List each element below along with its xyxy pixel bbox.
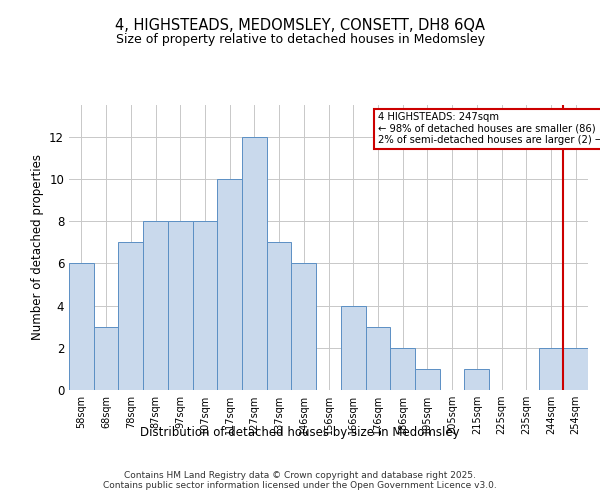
Text: Contains HM Land Registry data © Crown copyright and database right 2025.: Contains HM Land Registry data © Crown c… — [124, 472, 476, 480]
Bar — [217, 179, 242, 390]
Bar — [193, 221, 217, 390]
Bar — [341, 306, 365, 390]
Bar — [563, 348, 588, 390]
Bar — [242, 136, 267, 390]
Bar — [168, 221, 193, 390]
Text: 4 HIGHSTEADS: 247sqm
← 98% of detached houses are smaller (86)
2% of semi-detach: 4 HIGHSTEADS: 247sqm ← 98% of detached h… — [378, 112, 600, 146]
Bar — [118, 242, 143, 390]
Bar — [94, 326, 118, 390]
Bar — [539, 348, 563, 390]
Bar — [69, 264, 94, 390]
Bar — [292, 264, 316, 390]
Text: Contains public sector information licensed under the Open Government Licence v3: Contains public sector information licen… — [103, 482, 497, 490]
Text: 4, HIGHSTEADS, MEDOMSLEY, CONSETT, DH8 6QA: 4, HIGHSTEADS, MEDOMSLEY, CONSETT, DH8 6… — [115, 18, 485, 32]
Y-axis label: Number of detached properties: Number of detached properties — [31, 154, 44, 340]
Text: Distribution of detached houses by size in Medomsley: Distribution of detached houses by size … — [140, 426, 460, 439]
Bar — [267, 242, 292, 390]
Bar — [415, 369, 440, 390]
Text: Size of property relative to detached houses in Medomsley: Size of property relative to detached ho… — [115, 32, 485, 46]
Bar — [365, 326, 390, 390]
Bar — [143, 221, 168, 390]
Bar — [390, 348, 415, 390]
Bar — [464, 369, 489, 390]
